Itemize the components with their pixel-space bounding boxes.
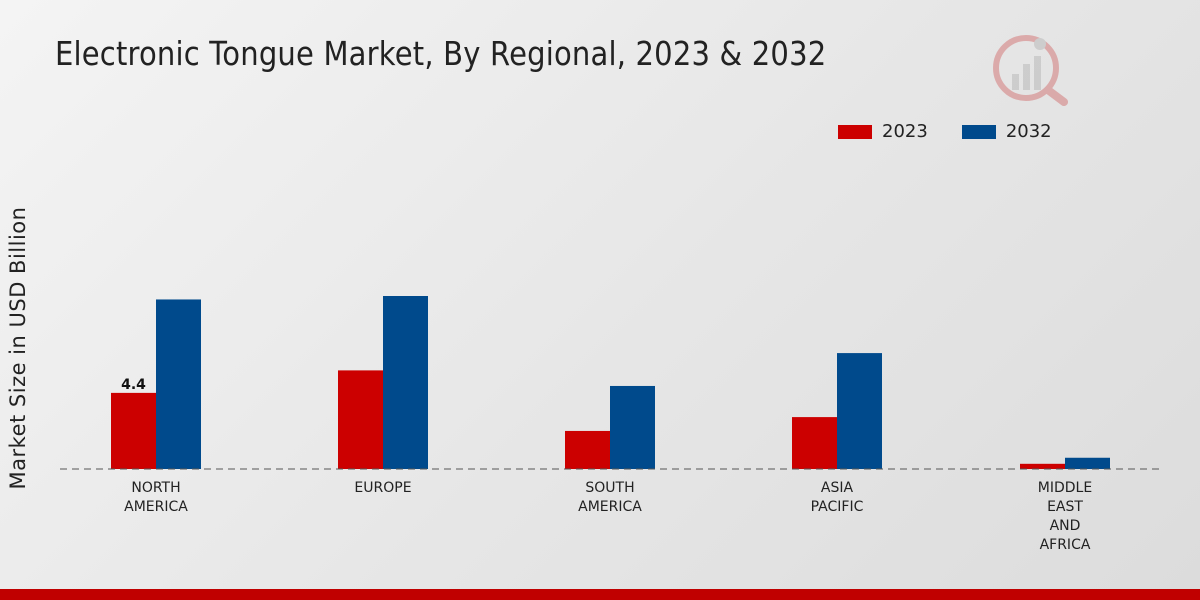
- legend-swatch-2032: [961, 124, 996, 139]
- x-tick-label-line: EAST: [1047, 499, 1083, 515]
- x-tick-label-line: NORTH: [131, 480, 180, 496]
- bar-2023-4: [1020, 463, 1065, 469]
- bar-2032-1: [383, 296, 428, 469]
- legend-swatch-2023: [838, 124, 872, 139]
- data-label-2023-0: 4.4: [121, 377, 146, 393]
- bar-2023-2: [565, 430, 610, 469]
- chart-title: Electronic Tongue Market, By Regional, 2…: [55, 34, 827, 73]
- legend-item-2032: 2032: [961, 121, 1052, 142]
- x-tick-label-line: ASIA: [821, 480, 854, 496]
- x-tick-label-2: SOUTH AMERICA: [578, 480, 642, 515]
- x-tick-label-line: PACIFIC: [811, 499, 864, 515]
- x-tick-label-line: SOUTH: [585, 480, 634, 496]
- x-tick-label-line: AFRICA: [1040, 537, 1091, 553]
- x-tick-label-line: AMERICA: [578, 499, 642, 515]
- bar-2032-2: [610, 385, 655, 469]
- bar-2023-1: [338, 370, 383, 469]
- footer-bar: [0, 589, 1200, 600]
- legend-item-2023: 2023: [838, 121, 928, 142]
- x-tick-label-line: MIDDLE: [1038, 480, 1092, 496]
- x-tick-label-0: NORTH AMERICA: [124, 480, 188, 515]
- x-tick-label-1: EUROPE: [354, 480, 411, 496]
- logo-watermark-icon: [990, 28, 1070, 113]
- legend-label-2032: 2032: [1005, 121, 1052, 142]
- x-tick-label-line: AMERICA: [124, 499, 188, 515]
- bar-2023-0: [111, 392, 156, 469]
- legend-label-2023: 2023: [882, 121, 928, 142]
- x-tick-label-line: EUROPE: [354, 480, 411, 496]
- bar-2032-0: [156, 299, 201, 469]
- x-tick-label-4: MIDDLE EAST AND AFRICA: [1038, 480, 1092, 553]
- bar-2023-3: [792, 417, 837, 469]
- x-tick-label-line: AND: [1050, 518, 1081, 534]
- legend: 2023 2032: [838, 121, 1052, 142]
- x-tick-label-3: ASIA PACIFIC: [811, 480, 864, 515]
- bar-2032-4: [1065, 457, 1110, 469]
- bar-2032-3: [837, 353, 882, 469]
